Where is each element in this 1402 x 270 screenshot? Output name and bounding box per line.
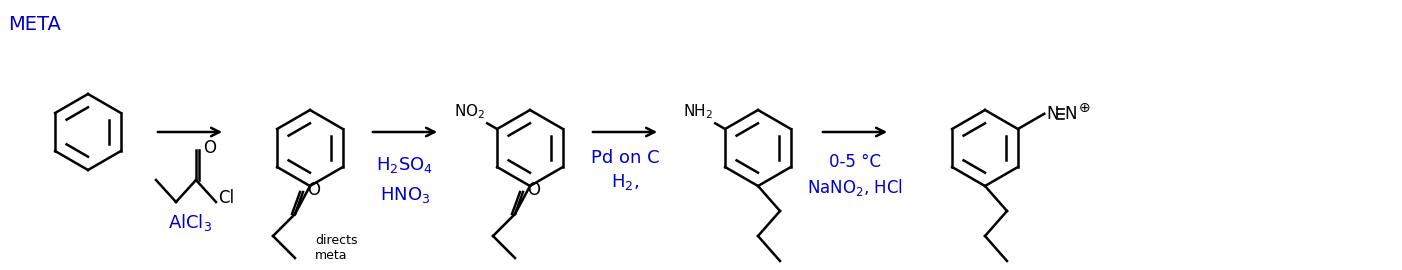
- Text: directs
meta: directs meta: [315, 234, 358, 262]
- Text: H$_2$SO$_4$: H$_2$SO$_4$: [376, 155, 433, 175]
- Text: Pd on C: Pd on C: [590, 149, 659, 167]
- Text: N: N: [1064, 105, 1077, 123]
- Text: O: O: [203, 139, 216, 157]
- Text: NaNO$_2$, HCl: NaNO$_2$, HCl: [808, 177, 903, 198]
- Text: AlCl$_3$: AlCl$_3$: [168, 212, 212, 233]
- Text: O: O: [307, 181, 320, 199]
- Text: HNO$_3$: HNO$_3$: [380, 185, 430, 205]
- Text: N: N: [1046, 105, 1059, 123]
- Text: NO$_2$: NO$_2$: [454, 103, 485, 121]
- Text: 0-5 °C: 0-5 °C: [829, 153, 880, 171]
- Text: H$_2$,: H$_2$,: [611, 172, 639, 192]
- Text: NH$_2$: NH$_2$: [683, 103, 714, 121]
- Text: Cl: Cl: [217, 189, 234, 207]
- Text: META: META: [8, 15, 60, 34]
- Text: O: O: [527, 181, 540, 199]
- Text: $\oplus$: $\oplus$: [1078, 101, 1091, 115]
